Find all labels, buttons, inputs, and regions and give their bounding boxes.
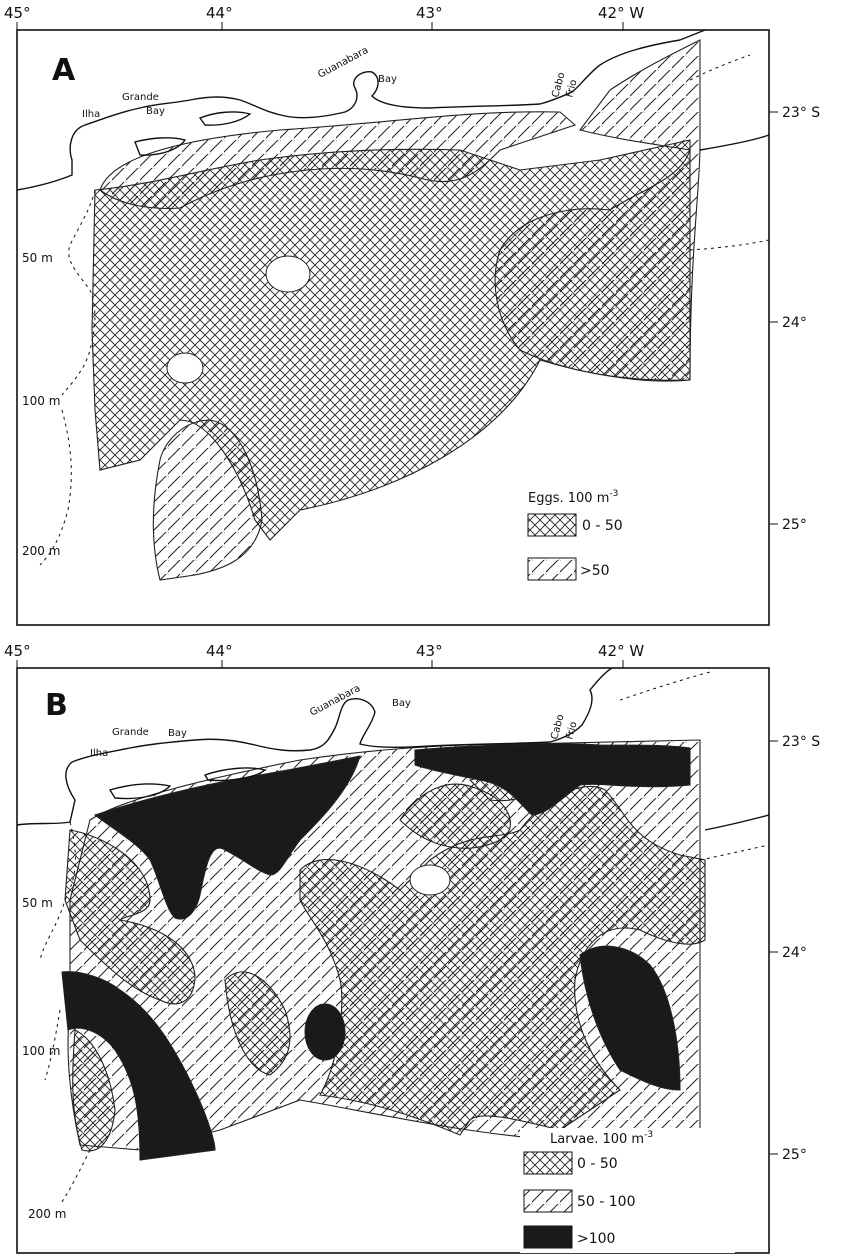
place-labels: Ilha Grande Bay Guanabara Bay Cabo Frio xyxy=(82,45,580,120)
lat-tick-label: 23° S xyxy=(782,734,820,750)
legend-label: 50 - 100 xyxy=(577,1194,636,1210)
latitude-axis: 23° S 24° 25° xyxy=(769,105,820,533)
place-label: Bay xyxy=(146,106,165,117)
lon-tick-label: 43° xyxy=(416,4,443,22)
isobath-label: 100 m xyxy=(22,394,60,408)
isobath-label: 50 m xyxy=(22,896,53,910)
legend-label: >50 xyxy=(580,563,610,579)
zone-solid xyxy=(579,945,681,1091)
place-label: Ilha xyxy=(90,748,108,759)
place-label: Bay xyxy=(392,698,411,709)
lat-tick-label: 24° xyxy=(782,315,807,331)
lat-tick-label: 25° xyxy=(782,1147,807,1163)
place-label: Bay xyxy=(378,74,397,85)
lon-tick-label: 42° W xyxy=(598,642,644,660)
isobath-label: 100 m xyxy=(22,1044,60,1058)
zone-hatch xyxy=(152,419,263,581)
place-label: Grande xyxy=(122,92,159,103)
larvae-density-zones xyxy=(61,739,706,1161)
isobath-label: 200 m xyxy=(22,544,60,558)
panel-letter: B xyxy=(45,688,68,723)
legend-title: Larvae. 100 m-3 xyxy=(550,1130,653,1147)
legend-swatch-crosshatch xyxy=(527,513,577,537)
place-label: Frio xyxy=(564,720,579,740)
panel-b: 45° 44° 43° 42° W 23° S 24° 25° xyxy=(4,642,820,1254)
legend-label: >100 xyxy=(577,1231,615,1247)
zone-hatch xyxy=(494,39,701,381)
zone-crosshatch xyxy=(399,783,511,849)
longitude-axis: 45° 44° 43° 42° W xyxy=(4,642,644,668)
legend-label: 0 - 50 xyxy=(577,1156,618,1172)
isobath-label: 50 m xyxy=(22,251,53,265)
lon-tick-label: 45° xyxy=(4,4,31,22)
isobath-label: 200 m xyxy=(28,1207,66,1221)
panel-a: 45° 44° 43° 42° W 23° S 24° 25° xyxy=(4,4,820,626)
map-frame xyxy=(16,667,770,1254)
zone-solid xyxy=(93,755,361,920)
lon-tick-label: 42° W xyxy=(598,4,644,22)
latitude-axis: 23° S 24° 25° xyxy=(769,734,820,1163)
map-frame xyxy=(16,29,770,626)
place-label: Guanabara xyxy=(308,683,362,719)
lat-tick-label: 23° S xyxy=(782,105,820,121)
longitude-axis: 45° 44° 43° 42° W xyxy=(4,4,644,30)
lon-tick-label: 43° xyxy=(416,642,443,660)
legend-swatch-crosshatch xyxy=(523,1151,573,1175)
zone-solid xyxy=(61,971,216,1161)
isobath-lines: 50 m 100 m 200 m xyxy=(22,54,770,566)
lat-tick-label: 25° xyxy=(782,517,807,533)
place-label: Frio xyxy=(564,78,579,98)
zone-solid xyxy=(414,743,691,816)
legend-label: 0 - 50 xyxy=(582,518,623,534)
legend-swatch-hatch xyxy=(527,557,577,581)
place-label: Ilha xyxy=(82,109,100,120)
legend-swatch-hatch xyxy=(523,1189,573,1213)
lat-tick-label: 24° xyxy=(782,945,807,961)
place-label: Guanabara xyxy=(316,45,370,81)
panel-letter: A xyxy=(52,53,76,88)
zone-crosshatch xyxy=(64,829,196,1005)
zone-crosshatch xyxy=(224,971,291,1076)
zone-hatch xyxy=(99,111,577,209)
coastline xyxy=(16,29,770,191)
lon-tick-label: 45° xyxy=(4,642,31,660)
legend: Eggs. 100 m-3 0 - 50 >50 xyxy=(500,485,715,590)
legend: Larvae. 100 m-3 0 - 50 50 - 100 >100 xyxy=(520,1128,735,1253)
zone-crosshatch xyxy=(72,1029,116,1152)
place-label: Grande xyxy=(112,727,149,738)
lon-tick-label: 44° xyxy=(206,642,233,660)
isobath-lines: 50 m 100 m 200 m xyxy=(22,671,770,1221)
coastline xyxy=(16,667,770,831)
lon-tick-label: 44° xyxy=(206,4,233,22)
place-label: Bay xyxy=(168,728,187,739)
legend-title: Eggs. 100 m-3 xyxy=(528,489,618,506)
legend-swatch-solid xyxy=(523,1225,573,1249)
egg-density-zones xyxy=(91,39,701,581)
